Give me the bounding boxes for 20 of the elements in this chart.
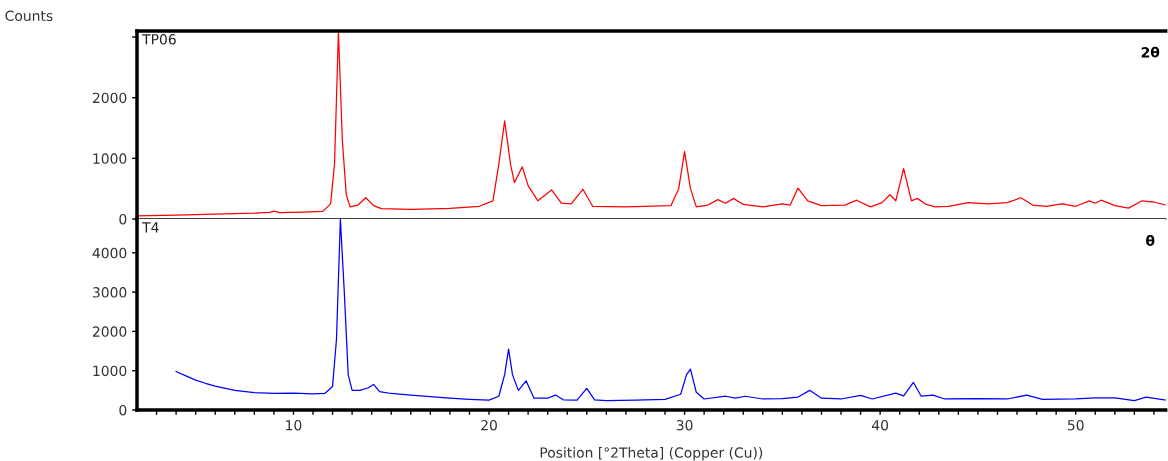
- y-tick-label: 2000: [92, 326, 127, 337]
- annotation: 2θ: [1141, 46, 1160, 58]
- annotation: θ: [1146, 235, 1155, 246]
- x-tick-label: 50: [1067, 419, 1084, 431]
- x-axis-title: Position [°2Theta] (Copper (Cu)): [540, 447, 763, 461]
- y-tick-label: 0: [119, 213, 127, 225]
- y-axis-title: Counts: [5, 10, 53, 22]
- y-tick-label: 4000: [92, 247, 127, 259]
- y-tick-label: 1000: [93, 365, 127, 377]
- x-tick-label: 10: [286, 419, 302, 431]
- line-series: [175, 219, 1166, 402]
- x-tick-label: 20: [481, 419, 497, 431]
- y-tick-label: 2000: [92, 92, 127, 104]
- y-tick-label: 3000: [92, 287, 127, 298]
- text: T4: [142, 222, 159, 233]
- text: TP06: [142, 34, 176, 45]
- x-tick-label: 40: [871, 419, 889, 431]
- x-tick-label: 30: [676, 419, 693, 431]
- y-tick-label: 0: [119, 404, 127, 416]
- y-tick-label: 1000: [93, 153, 127, 164]
